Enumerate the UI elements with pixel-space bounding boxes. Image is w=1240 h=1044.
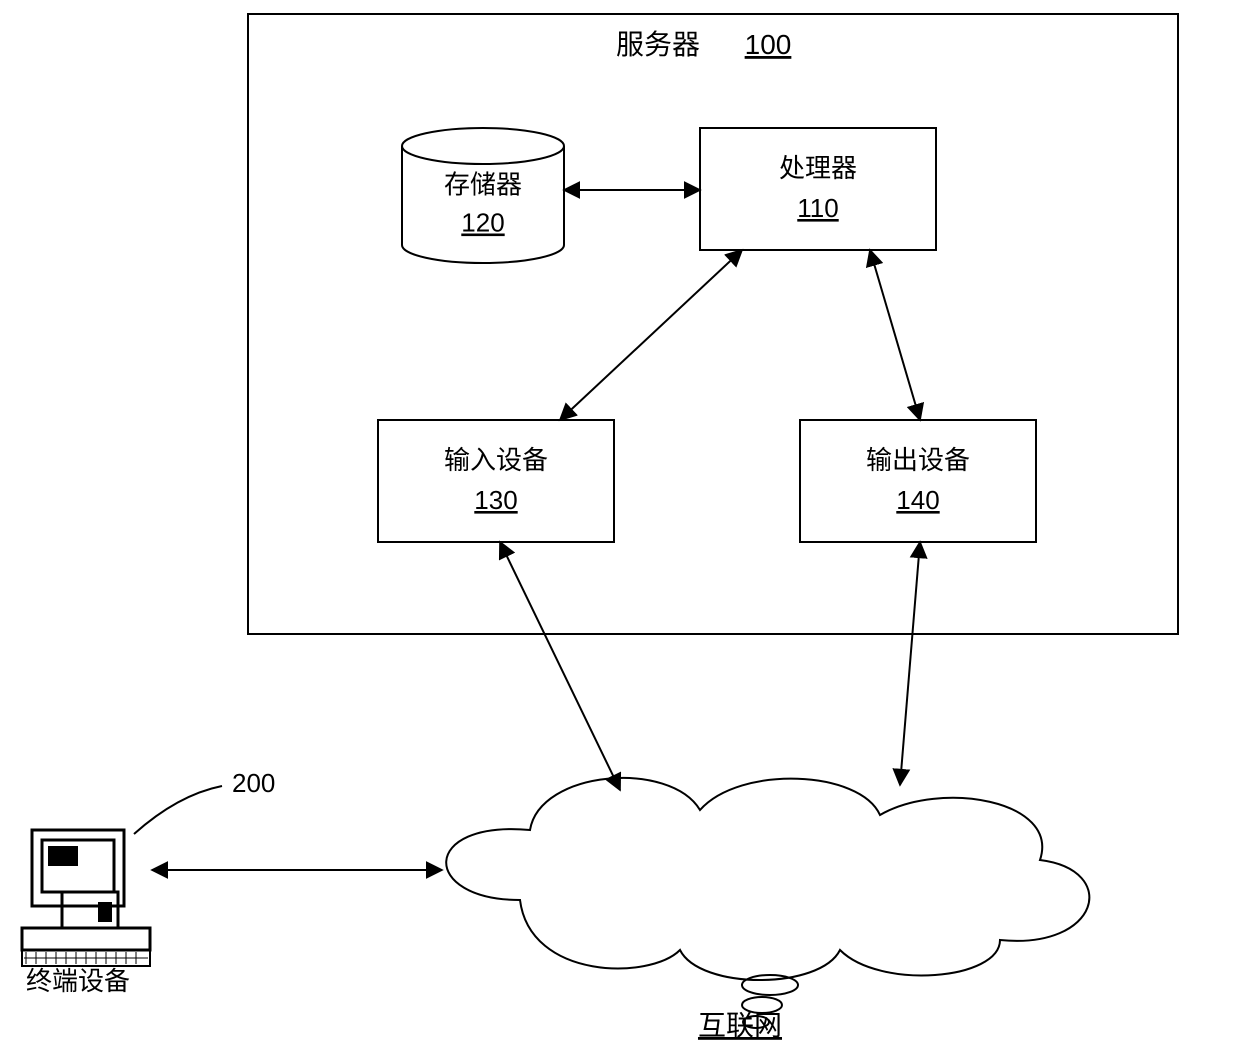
svg-text:输出设备: 输出设备 — [866, 445, 970, 475]
storage-cylinder-top — [402, 128, 564, 164]
terminal-number: 200 — [232, 768, 275, 798]
svg-text:输入设备: 输入设备 — [444, 445, 548, 475]
edge-input-internet — [500, 542, 620, 790]
svg-text:100: 100 — [745, 29, 792, 60]
internet-cloud — [446, 778, 1089, 1028]
terminal-callout — [134, 786, 222, 834]
svg-text:140: 140 — [896, 485, 939, 515]
output-box — [800, 420, 1036, 542]
terminal-label: 终端设备 — [26, 966, 130, 996]
edge-processor-input — [560, 250, 742, 420]
processor-box — [700, 128, 936, 250]
svg-text:130: 130 — [474, 485, 517, 515]
input-box — [378, 420, 614, 542]
terminal-icon — [22, 830, 150, 966]
svg-text:处理器: 处理器 — [779, 153, 857, 183]
svg-text:存储器: 存储器 — [444, 170, 522, 200]
svg-text:服务器: 服务器 — [616, 29, 700, 60]
svg-text:120: 120 — [461, 208, 504, 238]
storage-cylinder — [402, 245, 564, 263]
internet-label: 互联网 — [698, 1010, 782, 1041]
edge-processor-output — [870, 250, 920, 420]
edge-output-internet — [900, 542, 920, 785]
svg-text:110: 110 — [797, 193, 838, 223]
